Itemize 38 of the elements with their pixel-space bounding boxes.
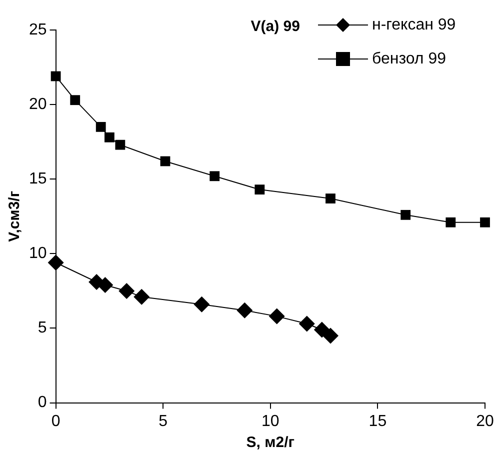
- point: [70, 95, 80, 106]
- point: [96, 122, 106, 132]
- point: [160, 156, 170, 166]
- point: [50, 71, 61, 82]
- x-tick-label: 5: [158, 412, 168, 430]
- x-tick-label: 0: [51, 412, 60, 430]
- point: [134, 288, 150, 305]
- x-tick-label: 10: [262, 412, 280, 430]
- y-tick-label: 5: [38, 320, 47, 337]
- y-tick-label: 10: [29, 245, 47, 262]
- point: [480, 217, 490, 228]
- x-tick-label: 15: [368, 412, 387, 430]
- point: [48, 254, 64, 271]
- y-tick-label: 25: [29, 21, 47, 38]
- x-tick-label: 20: [476, 412, 494, 430]
- legend-label: н-гексан 99: [372, 16, 456, 34]
- point: [104, 132, 114, 142]
- point: [298, 316, 315, 332]
- point: [118, 282, 135, 299]
- point: [314, 322, 330, 338]
- point: [322, 328, 338, 344]
- y-tick-label: 15: [29, 170, 47, 188]
- point: [236, 302, 253, 318]
- point: [400, 210, 411, 220]
- point: [210, 171, 220, 182]
- point: [97, 276, 114, 293]
- chart-title: V(a) 99: [250, 18, 300, 36]
- y-tick-label: 0: [38, 394, 47, 412]
- point: [326, 194, 336, 204]
- x-axis-title: S, м2/г: [246, 434, 294, 452]
- point: [446, 217, 456, 228]
- y-axis-title: V,см3/г: [6, 190, 24, 242]
- point: [115, 140, 126, 150]
- point: [194, 296, 210, 312]
- point: [254, 184, 265, 195]
- legend-label: бензол 99: [372, 50, 446, 68]
- y-tick-label: 20: [29, 96, 47, 113]
- point: [268, 308, 285, 324]
